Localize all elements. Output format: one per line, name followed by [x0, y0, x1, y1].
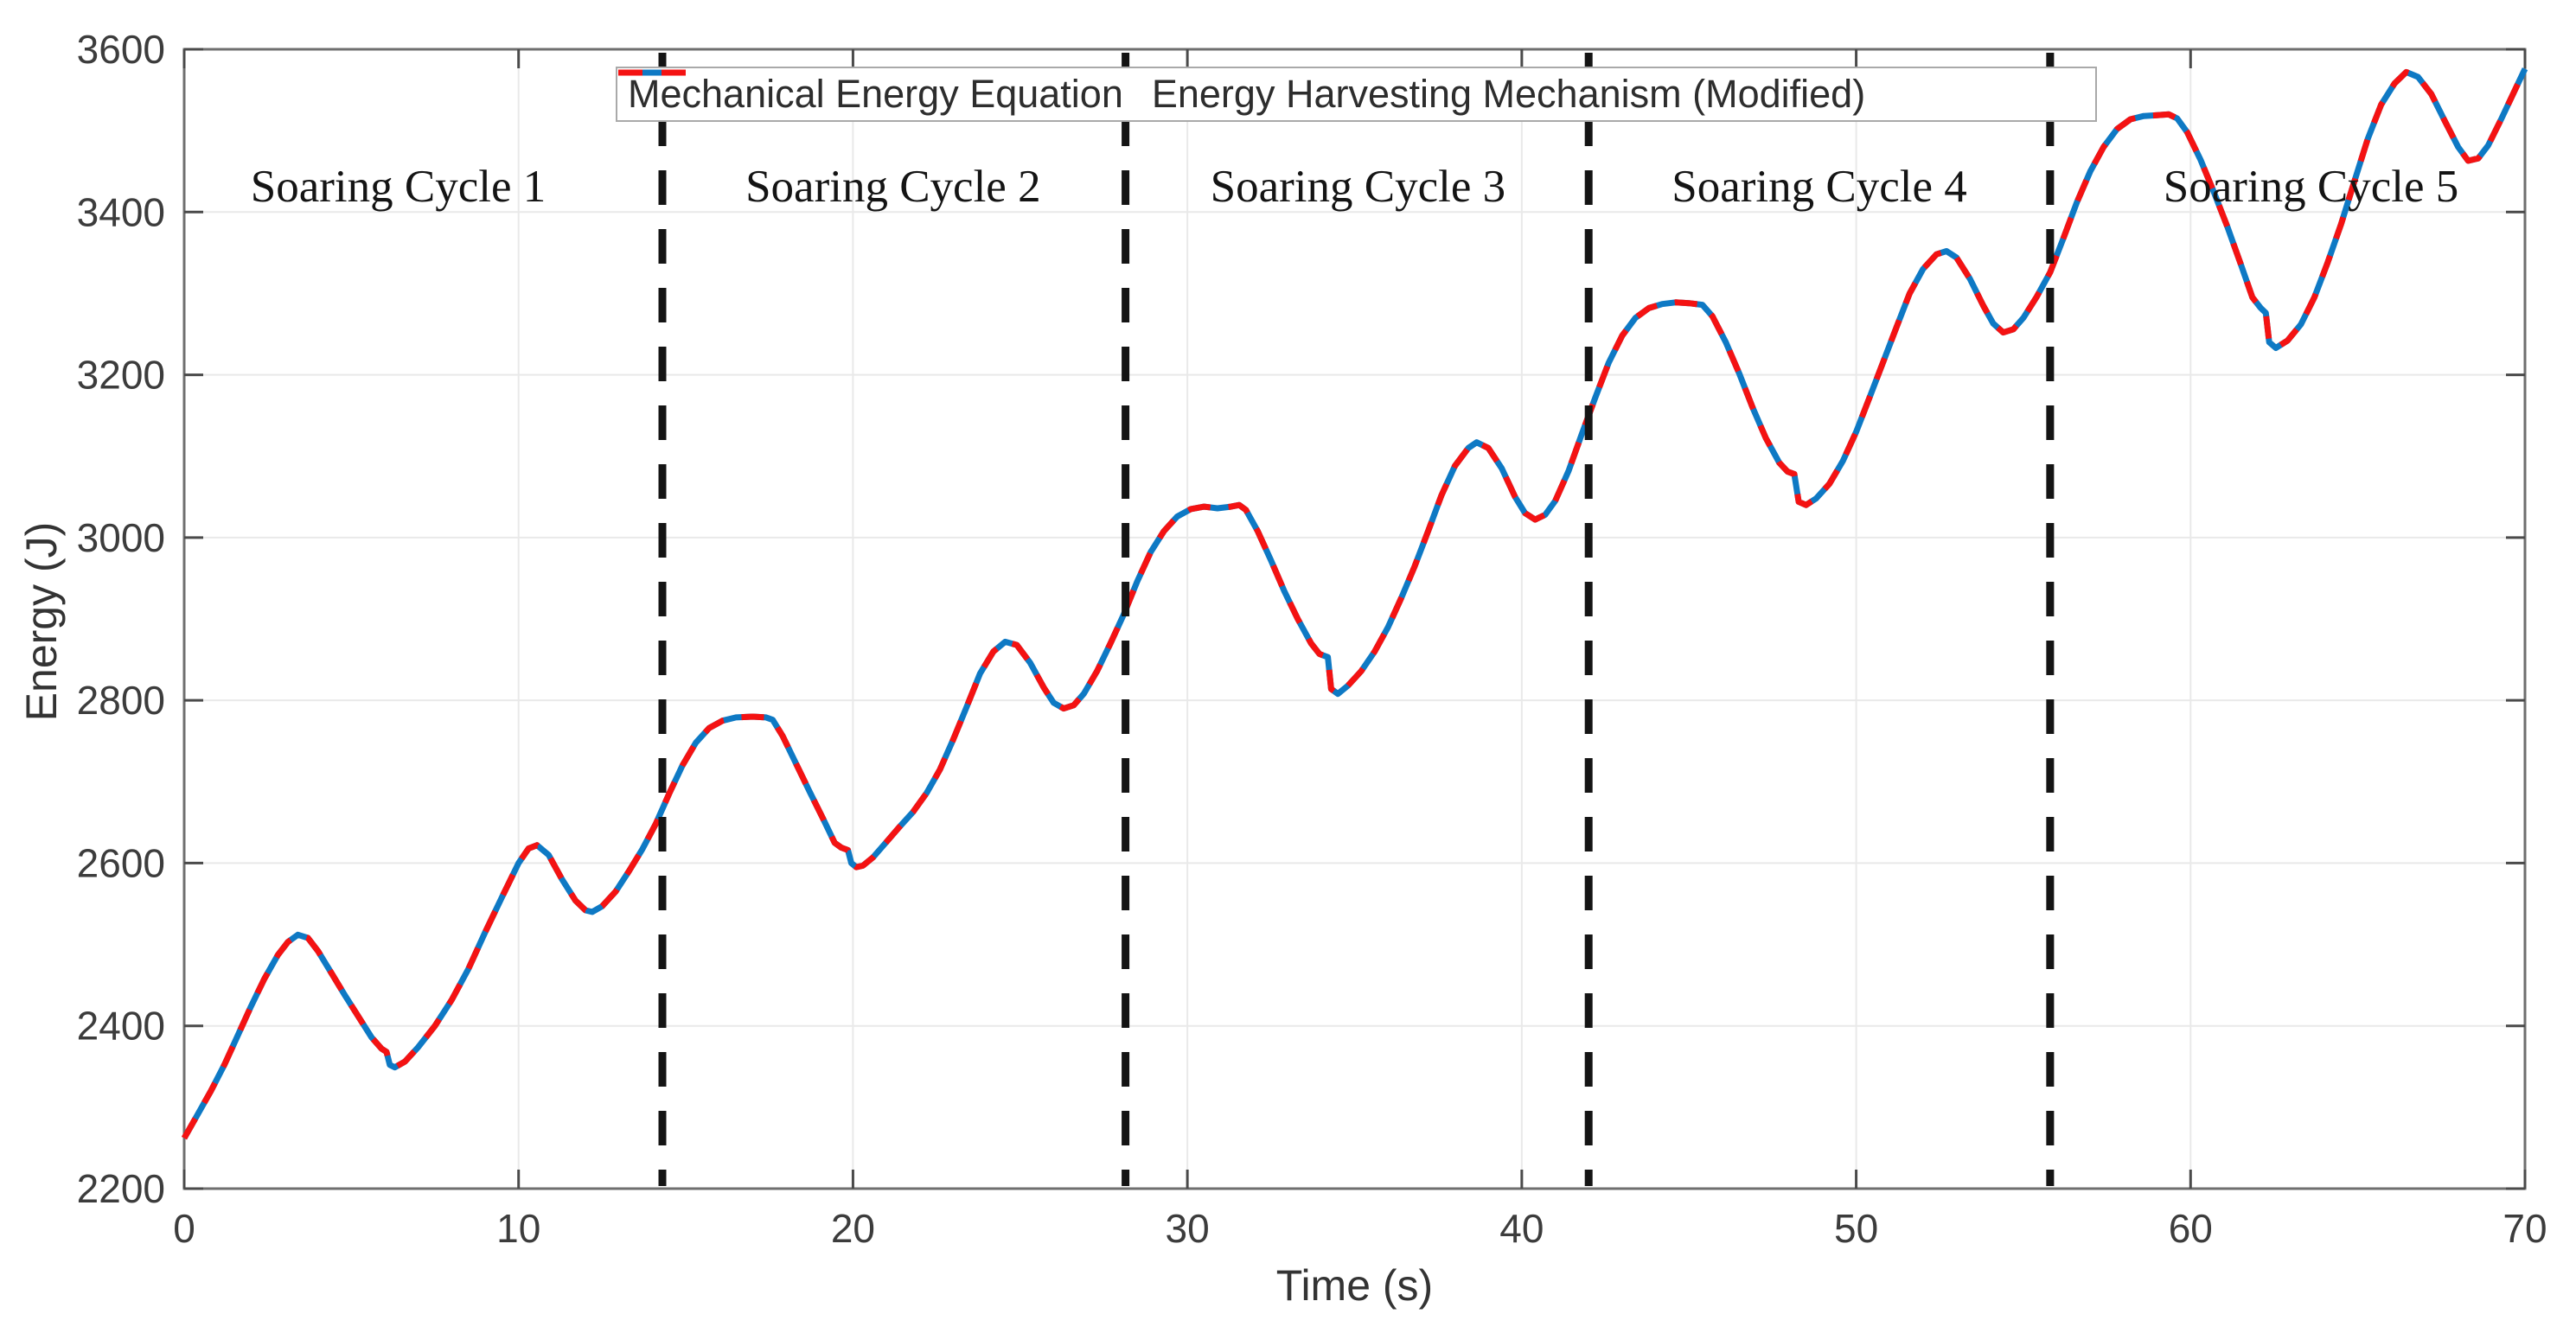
legend-box: Mechanical Energy Equation Energy Harves…: [616, 67, 2097, 122]
y-tick-label: 2200: [77, 1166, 165, 1211]
y-tick-label: 3400: [77, 189, 165, 234]
y-tick-label: 3200: [77, 353, 165, 398]
series-line-0: [181, 67, 2528, 1140]
cycle-annotation: Soaring Cycle 1: [251, 162, 547, 212]
y-tick-label: 2600: [77, 840, 165, 885]
x-tick-label: 30: [1166, 1206, 1210, 1251]
y-axis-title: Energy (J): [17, 521, 66, 722]
x-tick-label: 70: [2502, 1206, 2547, 1251]
legend-label-harvesting: Energy Harvesting Mechanism (Modified): [1151, 72, 1866, 116]
legend-label-mechanical: Mechanical Energy Equation: [628, 72, 1123, 116]
x-tick-label: 20: [831, 1206, 875, 1251]
x-tick-label: 0: [173, 1206, 195, 1251]
x-tick-label: 40: [1499, 1206, 1544, 1251]
cycle-annotation: Soaring Cycle 2: [745, 162, 1041, 212]
legend-line-sample-dashed: [618, 69, 686, 76]
y-tick-label: 3000: [77, 515, 165, 560]
cycle-annotation: Soaring Cycle 5: [2164, 162, 2459, 212]
x-tick-label: 60: [2169, 1206, 2213, 1251]
series-line-1: [181, 67, 2528, 1140]
cycle-annotation: Soaring Cycle 3: [1211, 162, 1506, 212]
cycle-annotation: Soaring Cycle 4: [1672, 162, 1967, 212]
y-tick-label: 2400: [77, 1004, 165, 1049]
x-tick-label: 50: [1834, 1206, 1878, 1251]
y-tick-label: 2800: [77, 678, 165, 723]
axes-box: [182, 48, 2527, 1190]
x-axis-title: Time (s): [1275, 1261, 1434, 1310]
y-tick-label: 3600: [77, 27, 165, 72]
x-tick-label: 10: [496, 1206, 540, 1251]
